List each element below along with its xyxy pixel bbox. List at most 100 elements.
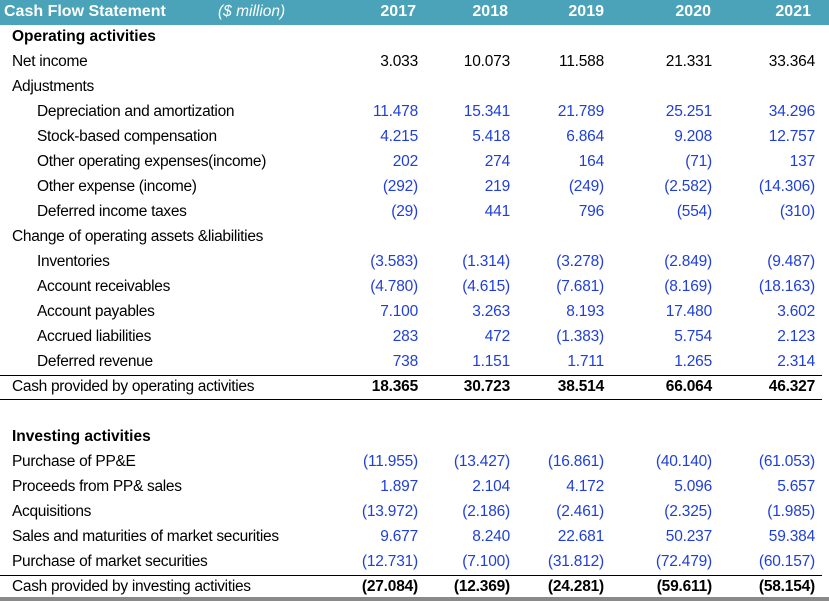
value-cell-2021: 59.384 <box>768 528 815 545</box>
value-cell-2019: (7.681) <box>556 278 604 295</box>
year-header-2017: 2017 <box>380 3 416 20</box>
table-row: Adjustments <box>0 75 829 100</box>
table-row: Sales and maturities of market securitie… <box>0 525 829 550</box>
table-row: Inventories (3.583) (1.314) (3.278) (2.849) (… <box>0 250 829 275</box>
value-cell-2017: (4.780) <box>370 278 418 295</box>
table-row: Depreciation and amortization 11.478 15.34… <box>0 100 829 125</box>
value-cell-2017: (292) <box>382 178 418 195</box>
value-cell-2020: 1.265 <box>674 353 712 370</box>
table-header: Cash Flow Statement ($ million) 2017 201… <box>0 0 829 25</box>
value-cell-2017: 9.677 <box>380 528 418 545</box>
row-label: Depreciation and amortization <box>37 103 235 120</box>
value-cell-2017: 738 <box>392 353 418 370</box>
row-label: Cash provided by operating activities <box>12 378 255 395</box>
value-cell-2019: (2.461) <box>556 503 604 520</box>
table-row: Other expense (income) (292) 219 (249) (2.58… <box>0 175 829 200</box>
value-cell-2019: 22.681 <box>557 528 604 545</box>
year-header-2019: 2019 <box>568 3 604 20</box>
value-cell-2019: 1.711 <box>567 353 604 370</box>
value-cell-2020: (8.169) <box>664 278 712 295</box>
value-cell-2017: (12.731) <box>361 553 418 570</box>
value-cell-2019: 21.789 <box>557 103 604 120</box>
total-rule <box>0 575 822 576</box>
table-row: Purchase of PP&E (11.955) (13.427) (16.861)… <box>0 450 829 475</box>
value-cell-2020: 50.237 <box>665 528 712 545</box>
value-cell-2019: 8.193 <box>566 303 604 320</box>
value-cell-2021: (60.157) <box>758 553 815 570</box>
value-cell-2020: (2.325) <box>664 503 712 520</box>
row-label: Deferred revenue <box>37 353 153 370</box>
table-row: Account receivables (4.780) (4.615) (7.681)… <box>0 275 829 300</box>
row-label: Adjustments <box>12 78 94 95</box>
value-cell-2019: 164 <box>578 153 604 170</box>
value-cell-2021: 2.314 <box>777 353 815 370</box>
value-cell-2018: (13.427) <box>453 453 510 470</box>
row-label: Inventories <box>37 253 110 270</box>
value-cell-2018: 3.263 <box>472 303 510 320</box>
value-cell-2017: 3.033 <box>380 53 418 70</box>
row-label: Other expense (income) <box>37 178 197 195</box>
value-cell-2019: (249) <box>568 178 604 195</box>
value-cell-2018: 1.151 <box>472 353 510 370</box>
value-cell-2018: 30.723 <box>463 378 510 395</box>
value-cell-2020: (72.479) <box>655 553 712 570</box>
value-cell-2019: 796 <box>578 203 604 220</box>
table-row: Deferred revenue 738 1.151 1.711 1.265 2.314 <box>0 350 829 375</box>
row-label: Operating activities <box>12 28 156 45</box>
value-cell-2020: 9.208 <box>674 128 712 145</box>
value-cell-2019: 38.514 <box>557 378 604 395</box>
table-row: Investing activities <box>0 425 829 450</box>
value-cell-2019: 11.588 <box>558 53 604 70</box>
table-row: Acquisitions (13.972) (2.186) (2.461) (2.325… <box>0 500 829 525</box>
value-cell-2021: 5.657 <box>777 478 815 495</box>
value-cell-2020: 66.064 <box>665 378 712 395</box>
value-cell-2018: 274 <box>484 153 510 170</box>
table-row: Cash provided by investing activities (27… <box>0 575 829 600</box>
value-cell-2019: (24.281) <box>547 578 604 595</box>
value-cell-2017: 1.897 <box>380 478 418 495</box>
value-cell-2020: (554) <box>676 203 712 220</box>
table-row: Change of operating assets &liabilities <box>0 225 829 250</box>
value-cell-2017: (29) <box>391 203 418 220</box>
table-row: Stock-based compensation 4.215 5.418 6.864 9… <box>0 125 829 150</box>
value-cell-2017: (27.084) <box>361 578 418 595</box>
value-cell-2018: (1.314) <box>462 253 510 270</box>
value-cell-2018: 472 <box>484 328 510 345</box>
value-cell-2017: 283 <box>392 328 418 345</box>
row-label: Acquisitions <box>12 503 92 520</box>
value-cell-2021: (58.154) <box>758 578 815 595</box>
total-underline <box>0 399 822 400</box>
row-label: Stock-based compensation <box>37 128 217 145</box>
table-row: Purchase of market securities (12.731) (7.… <box>0 550 829 575</box>
row-label: Purchase of PP&E <box>12 453 136 470</box>
table-row: Other operating expenses(income) 202 274 16… <box>0 150 829 175</box>
row-label: Sales and maturities of market securitie… <box>12 528 279 545</box>
value-cell-2021: 12.757 <box>768 128 815 145</box>
value-cell-2021: 46.327 <box>768 378 815 395</box>
value-cell-2020: (2.849) <box>664 253 712 270</box>
value-cell-2019: 4.172 <box>566 478 604 495</box>
value-cell-2018: 15.341 <box>463 103 510 120</box>
value-cell-2021: (1.985) <box>767 503 815 520</box>
value-cell-2021: 34.296 <box>768 103 815 120</box>
value-cell-2017: 18.365 <box>371 378 418 395</box>
row-label: Other operating expenses(income) <box>37 153 267 170</box>
value-cell-2017: 7.100 <box>380 303 418 320</box>
value-cell-2018: (7.100) <box>462 553 510 570</box>
row-label: Proceeds from PP& sales <box>12 478 182 495</box>
unit-label: ($ million) <box>218 3 286 20</box>
value-cell-2018: (2.186) <box>462 503 510 520</box>
value-cell-2017: (3.583) <box>370 253 418 270</box>
row-label: Purchase of market securities <box>12 553 208 570</box>
row-label: Change of operating assets &liabilities <box>12 228 264 245</box>
value-cell-2021: 137 <box>789 153 815 170</box>
table-row: Accrued liabilities 283 472 (1.383) 5.754 2.1… <box>0 325 829 350</box>
value-cell-2021: (61.053) <box>758 453 815 470</box>
year-header-2018: 2018 <box>472 3 508 20</box>
value-cell-2019: (3.278) <box>556 253 604 270</box>
table-row: Proceeds from PP& sales 1.897 2.104 4.172 5.… <box>0 475 829 500</box>
value-cell-2020: 5.754 <box>674 328 712 345</box>
value-cell-2020: 17.480 <box>665 303 712 320</box>
year-header-2021: 2021 <box>775 3 811 20</box>
value-cell-2019: (16.861) <box>547 453 604 470</box>
